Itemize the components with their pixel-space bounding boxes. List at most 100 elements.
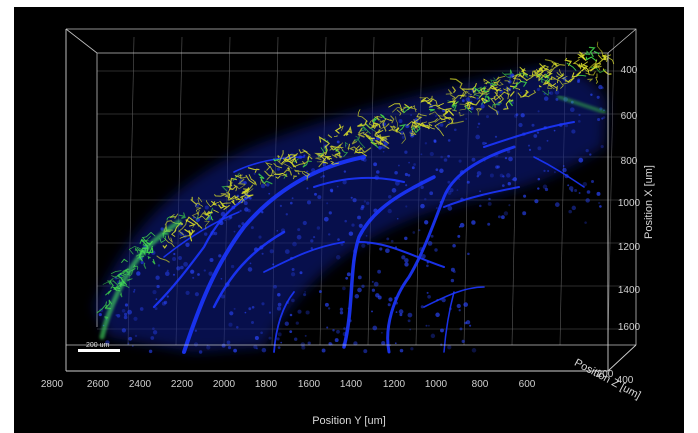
microvessel <box>272 169 277 175</box>
cell-dot <box>180 265 184 270</box>
cell-dot <box>233 348 238 353</box>
cell-dot <box>401 255 406 260</box>
tissue-volume-render <box>94 41 615 354</box>
cell-dot <box>410 347 414 351</box>
cell-dot <box>394 342 397 345</box>
microvessel <box>112 280 119 288</box>
cell-dot <box>537 177 541 181</box>
cell-dot <box>306 170 309 173</box>
cell-dot <box>379 247 383 251</box>
cell-dot <box>377 295 382 300</box>
cell-dot <box>420 185 424 190</box>
microvessel <box>324 145 328 155</box>
microvessel <box>242 191 254 198</box>
cell-dot <box>383 141 388 146</box>
cell-dot <box>397 164 400 167</box>
microvessel <box>264 162 273 168</box>
cell-dot <box>190 269 195 274</box>
microvessel <box>171 230 177 237</box>
y-tick-label: 1600 <box>298 379 321 390</box>
microvessel <box>380 113 387 120</box>
cell-dot <box>233 307 236 310</box>
microvessel <box>211 200 218 206</box>
microvessel <box>493 81 504 86</box>
cell-dot <box>260 183 266 189</box>
cell-dot <box>456 303 461 309</box>
cell-dot <box>399 313 403 317</box>
cell-dot <box>435 312 440 318</box>
volume-render-canvas[interactable]: 2800 2600 2400 2200 2000 1800 1600 1400 1200 1000… <box>14 7 684 433</box>
box-edge <box>607 28 637 54</box>
microvessel <box>390 115 395 124</box>
microvessel <box>564 77 575 83</box>
microvessel <box>143 262 147 269</box>
cell-dot <box>155 275 160 280</box>
microvessel <box>581 55 585 60</box>
microvessel <box>277 155 280 158</box>
cell-dot <box>404 262 409 267</box>
microvessel <box>264 170 274 177</box>
microvessel <box>221 185 229 192</box>
cell-dot <box>448 121 451 124</box>
cell-dot <box>441 297 446 303</box>
microvessel <box>452 86 457 93</box>
cell-dot <box>437 124 440 127</box>
volume-viewer[interactable]: 2800 2600 2400 2200 2000 1800 1600 1400 1200 1000… <box>14 7 684 433</box>
cell-dot <box>453 128 457 132</box>
microvessel <box>128 246 145 255</box>
microvessel <box>354 145 360 154</box>
microvessel <box>585 56 597 62</box>
cell-dot <box>172 273 176 276</box>
microvessel <box>241 187 250 195</box>
microvessel <box>372 117 378 123</box>
microvessel <box>420 97 432 106</box>
cell-dot <box>390 239 394 243</box>
cell-dot <box>543 96 549 101</box>
microvessel <box>458 111 465 117</box>
cell-dot <box>304 291 306 293</box>
cell-dot <box>599 205 602 208</box>
microvessel <box>197 213 210 221</box>
cell-dot <box>477 122 481 126</box>
cell-dot <box>395 180 400 186</box>
microvessel <box>468 92 482 99</box>
microvessel <box>104 299 112 309</box>
cell-dot <box>303 293 307 297</box>
cell-dot <box>300 342 306 347</box>
microvessel <box>374 129 384 142</box>
cell-dot <box>405 184 408 187</box>
cell-dot <box>447 139 451 142</box>
cell-dot <box>128 336 133 341</box>
y-tick-label: 2600 <box>87 379 110 390</box>
microvessel <box>347 125 353 134</box>
cell-dot <box>449 188 454 193</box>
microvessel <box>522 89 529 98</box>
microvessel <box>281 158 293 165</box>
microvessel <box>145 236 151 242</box>
cell-dot <box>382 150 385 153</box>
cell-dot <box>316 226 321 230</box>
microvessel <box>218 200 226 209</box>
cell-dot <box>268 336 272 340</box>
cell-dot <box>584 221 587 224</box>
microvessel <box>444 116 454 128</box>
scale-bar-label: 200 um <box>86 342 110 349</box>
microvessel <box>344 141 349 148</box>
cell-dot <box>597 117 601 122</box>
microvessel <box>595 73 598 84</box>
microvessel <box>526 70 538 81</box>
microvessel <box>105 289 112 296</box>
microvessel <box>258 173 265 179</box>
microvessel <box>572 59 581 68</box>
cell-dot <box>276 306 282 311</box>
microvessel <box>382 121 387 132</box>
microvessel <box>585 71 596 76</box>
microvessel <box>374 139 381 145</box>
microvessel <box>428 118 438 124</box>
microvessel <box>376 115 379 121</box>
y-tick-label: 800 <box>472 379 489 390</box>
box-edge <box>607 344 637 372</box>
cell-dot <box>203 269 206 272</box>
microvessel <box>427 98 438 107</box>
cell-dot <box>284 321 289 326</box>
